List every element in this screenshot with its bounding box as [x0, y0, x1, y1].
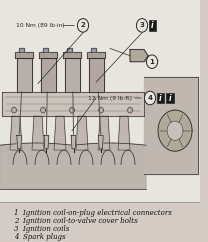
Bar	[166, 93, 174, 103]
Polygon shape	[98, 116, 110, 150]
Bar	[157, 93, 164, 103]
Polygon shape	[90, 48, 95, 52]
Circle shape	[77, 19, 89, 32]
Polygon shape	[64, 58, 79, 92]
Polygon shape	[0, 143, 146, 189]
Polygon shape	[12, 107, 16, 113]
Polygon shape	[17, 136, 22, 149]
Polygon shape	[70, 107, 74, 113]
Text: 3: 3	[140, 23, 145, 28]
Polygon shape	[89, 58, 104, 92]
Polygon shape	[39, 52, 57, 58]
Polygon shape	[76, 116, 88, 150]
Polygon shape	[41, 107, 45, 113]
Polygon shape	[44, 136, 49, 149]
Polygon shape	[158, 110, 192, 151]
Polygon shape	[98, 136, 103, 149]
Polygon shape	[41, 58, 56, 92]
Polygon shape	[167, 121, 183, 140]
Polygon shape	[67, 48, 72, 52]
Circle shape	[144, 91, 156, 105]
Polygon shape	[19, 48, 24, 52]
Bar	[149, 20, 156, 31]
Polygon shape	[2, 92, 144, 116]
Text: 2: 2	[81, 23, 85, 28]
Polygon shape	[32, 116, 44, 150]
Circle shape	[136, 19, 148, 32]
Polygon shape	[128, 107, 132, 113]
Polygon shape	[130, 50, 148, 62]
Polygon shape	[10, 116, 22, 150]
Polygon shape	[15, 52, 33, 58]
Polygon shape	[0, 0, 200, 202]
Text: i: i	[168, 93, 171, 103]
Polygon shape	[99, 107, 103, 113]
Text: i: i	[151, 21, 154, 30]
Polygon shape	[16, 58, 31, 92]
Text: 1  Ignition coil-on-plug electrical connectors: 1 Ignition coil-on-plug electrical conne…	[14, 209, 172, 218]
Text: 12 Nm (9 lb·ft): 12 Nm (9 lb·ft)	[88, 96, 132, 100]
Circle shape	[146, 55, 158, 68]
Polygon shape	[42, 48, 47, 52]
Text: 3  Ignition coils: 3 Ignition coils	[14, 225, 69, 233]
Polygon shape	[71, 136, 76, 149]
Polygon shape	[54, 116, 66, 150]
Text: 4: 4	[147, 95, 152, 101]
Polygon shape	[144, 77, 198, 174]
Text: i: i	[159, 93, 162, 103]
Text: 2  Ignition coil-to-valve cover bolts: 2 Ignition coil-to-valve cover bolts	[14, 217, 138, 225]
Polygon shape	[87, 52, 105, 58]
Text: 4  Spark plugs: 4 Spark plugs	[14, 233, 66, 241]
Text: 1: 1	[150, 59, 155, 65]
Text: 10 Nm (89 lb·in): 10 Nm (89 lb·in)	[16, 23, 65, 28]
Polygon shape	[118, 116, 130, 150]
Polygon shape	[63, 52, 81, 58]
